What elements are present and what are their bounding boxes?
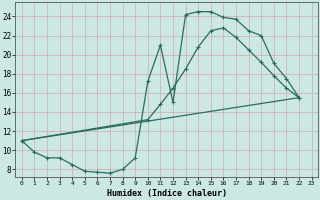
X-axis label: Humidex (Indice chaleur): Humidex (Indice chaleur): [107, 189, 227, 198]
